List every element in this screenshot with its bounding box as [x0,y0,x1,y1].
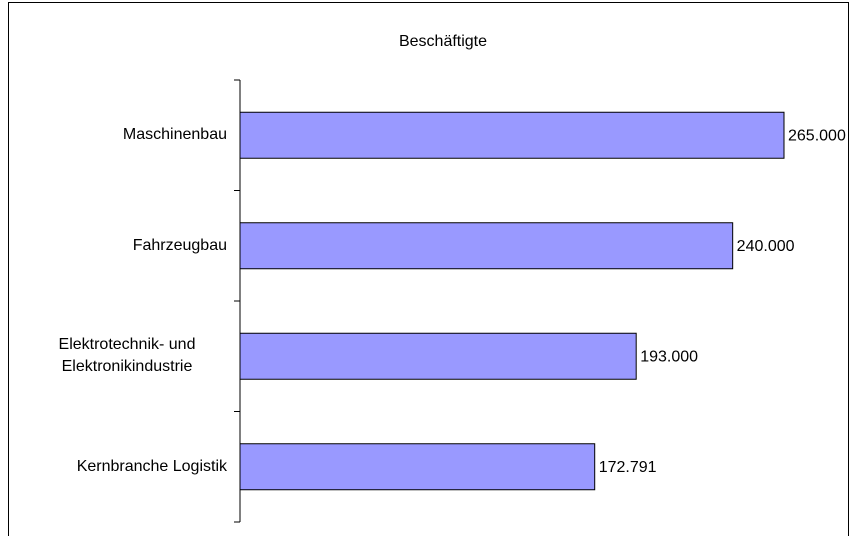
category-label-box: Elektrotechnik- und Elektronikindustrie [10,326,227,386]
value-label: 240.000 [737,238,795,255]
chart-title: Beschäftigte [399,33,487,50]
value-label: 172.791 [599,459,657,476]
bar [239,443,596,491]
category-label: Fahrzeugbau [132,236,227,254]
category-label-box: Kernbranche Logistik [10,437,227,497]
category-label-box: Maschinenbau [10,105,227,165]
bar [239,222,734,270]
value-label: 193.000 [640,348,698,365]
bar [239,332,637,380]
category-label: Elektrotechnik- und Elektronikindustrie [58,336,196,376]
bar [239,111,785,159]
chart-frame [8,2,849,536]
category-label-box: Fahrzeugbau [10,216,227,276]
category-label: Kernbranche Logistik [76,457,227,475]
value-label: 265.000 [788,127,846,144]
category-label: Maschinenbau [122,126,227,144]
